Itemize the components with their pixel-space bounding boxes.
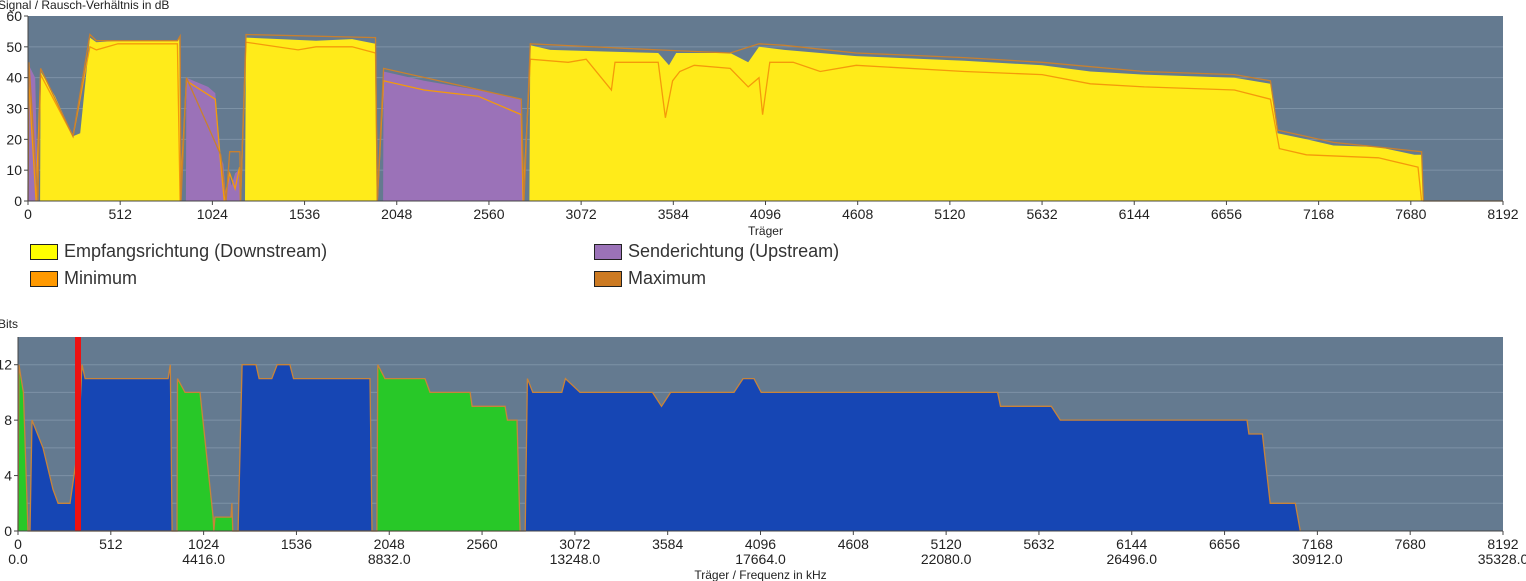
x-tick-label: 4608: [842, 206, 873, 222]
frequency-tick-label: 35328.0: [1478, 551, 1526, 567]
x-tick-label: 2560: [466, 536, 497, 552]
x-tick-label: 5120: [931, 536, 962, 552]
x-tick-label: 6144: [1116, 536, 1147, 552]
x-tick-label: 1024: [188, 536, 219, 552]
x-axis-label: Träger: [748, 224, 783, 238]
x-tick-label: 3072: [566, 206, 597, 222]
x-tick-label: 2048: [374, 536, 405, 552]
x-tick-label: 3072: [559, 536, 590, 552]
x-tick-label: 1536: [289, 206, 320, 222]
legend-upstream: Senderichtung (Upstream): [594, 241, 839, 262]
x-tick-label: 7168: [1302, 536, 1333, 552]
legend-maximum: Maximum: [594, 268, 706, 289]
legend-swatch-upstream: [594, 243, 622, 260]
x-tick-label: 7168: [1303, 206, 1334, 222]
x-tick-label: 512: [99, 536, 123, 552]
y-tick-label: 30: [6, 101, 22, 117]
frequency-tick-label: 8832.0: [368, 551, 411, 567]
y-tick-label: 0: [4, 523, 12, 539]
x-tick-label: 4096: [745, 536, 776, 552]
legend-label: Senderichtung (Upstream): [628, 241, 840, 261]
x-tick-label: 0: [14, 536, 22, 552]
legend-downstream: Empfangsrichtung (Downstream): [30, 241, 327, 262]
y-tick-label: 60: [6, 8, 22, 24]
x-tick-label: 5632: [1023, 536, 1054, 552]
frequency-tick-label: 13248.0: [550, 551, 601, 567]
x-tick-label: 1536: [281, 536, 312, 552]
x-tick-label: 7680: [1395, 206, 1426, 222]
chart-title: Signal / Rausch-Verhältnis in dB: [0, 0, 169, 12]
x-tick-label: 4608: [838, 536, 869, 552]
legend-label: Maximum: [628, 268, 707, 288]
legend-label: Empfangsrichtung (Downstream): [64, 241, 328, 261]
x-tick-label: 3584: [652, 536, 683, 552]
y-tick-label: 12: [0, 357, 12, 373]
y-tick-label: 40: [6, 70, 22, 86]
legend-label: Minimum: [64, 268, 138, 288]
x-tick-label: 3584: [658, 206, 689, 222]
x-tick-label: 5632: [1026, 206, 1057, 222]
x-tick-label: 7680: [1395, 536, 1426, 552]
line-maximum: [27, 33, 1503, 202]
x-tick-label: 6656: [1209, 536, 1240, 552]
area-upstream: [18, 364, 521, 531]
x-tick-label: 1024: [197, 206, 228, 222]
legend-swatch-downstream: [30, 243, 58, 260]
x-tick-label: 2048: [381, 206, 412, 222]
x-tick-label: 4096: [750, 206, 781, 222]
x-tick-label: 2560: [473, 206, 504, 222]
frequency-tick-label: 22080.0: [921, 551, 972, 567]
x-tick-label: 5120: [934, 206, 965, 222]
area-senderichtung-upstream: [28, 65, 525, 201]
x-axis-label: Träger / Frequenz in kHz: [694, 568, 826, 581]
x-tick-label: 512: [109, 206, 133, 222]
frequency-tick-label: 26496.0: [1106, 551, 1157, 567]
legend-swatch-maximum: [594, 270, 622, 287]
y-tick-label: 8: [4, 412, 12, 428]
carrier-marker: [75, 337, 82, 531]
legend-minimum: Minimum: [30, 268, 137, 289]
y-tick-label: 10: [6, 162, 22, 178]
x-tick-label: 6144: [1119, 206, 1150, 222]
y-tick-label: 50: [6, 39, 22, 55]
frequency-tick-label: 17664.0: [735, 551, 786, 567]
x-tick-label: 6656: [1211, 206, 1242, 222]
y-tick-label: 4: [4, 468, 12, 484]
legend-swatch-minimum: [30, 270, 58, 287]
frequency-tick-label: 4416.0: [182, 551, 225, 567]
frequency-tick-label: 30912.0: [1292, 551, 1343, 567]
frequency-tick-label: 0.0: [8, 551, 28, 567]
chart-title: Bits: [0, 317, 18, 331]
area-downstream: [29, 364, 1301, 531]
area-empfangsrichtung-downstream: [40, 37, 1424, 201]
x-tick-label: 8192: [1487, 536, 1518, 552]
y-tick-label: 0: [14, 193, 22, 209]
y-tick-label: 20: [6, 131, 22, 147]
x-tick-label: 0: [24, 206, 32, 222]
x-tick-label: 8192: [1487, 206, 1518, 222]
